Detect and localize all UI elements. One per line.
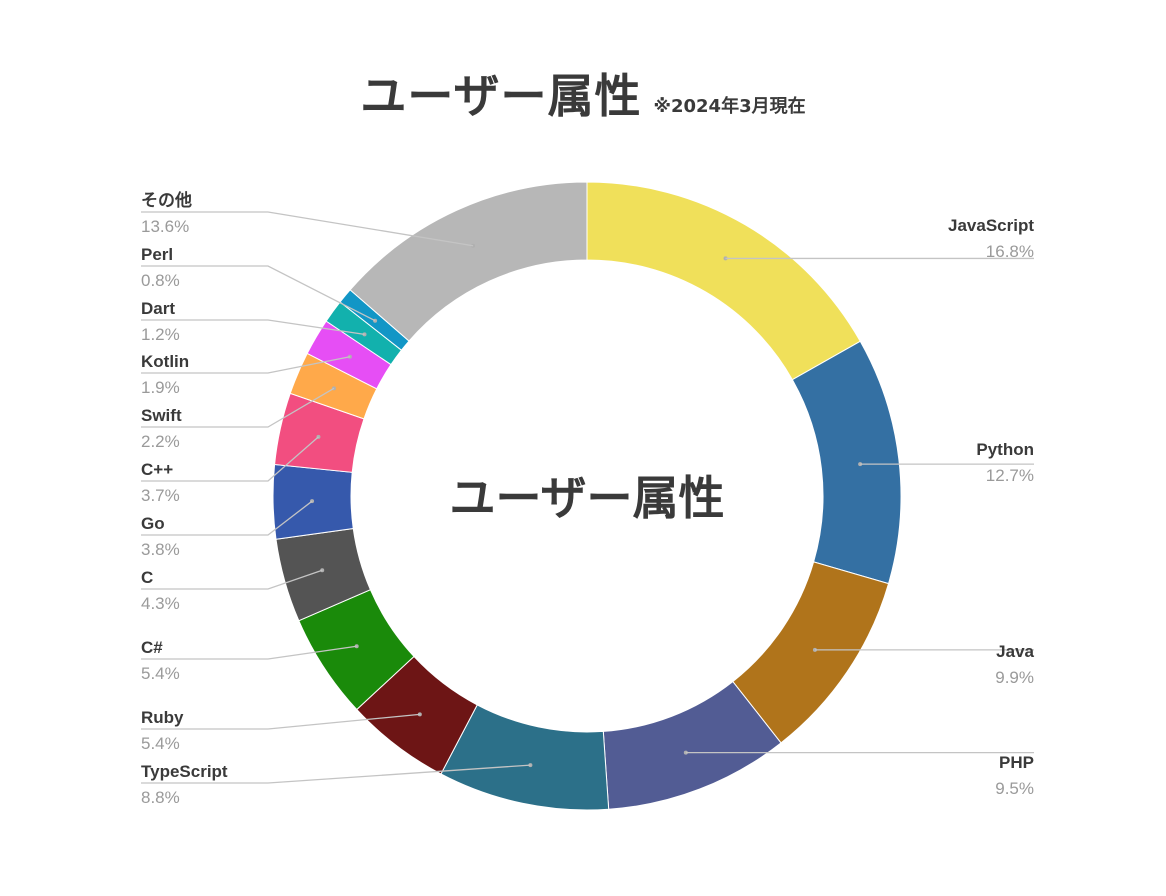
label-value-java: 9.9% [995, 668, 1034, 687]
label-value-perl: 0.8% [141, 271, 180, 290]
label-value-cpp: 3.7% [141, 486, 180, 505]
label-name-go: Go [141, 514, 165, 533]
label-value-javascript: 16.8% [986, 242, 1034, 261]
label-name-java: Java [996, 642, 1034, 661]
label-name-ruby: Ruby [141, 708, 184, 727]
label-name-javascript: JavaScript [948, 216, 1034, 235]
label-name-dart: Dart [141, 299, 175, 318]
chart-title: ユーザー属性 [360, 69, 642, 123]
label-name-python: Python [976, 440, 1034, 459]
slice-python [791, 340, 902, 585]
leader-line-c [141, 569, 323, 590]
chart-title-block: ユーザー属性 ※2024年3月現在 [0, 60, 1166, 126]
label-value-c: 4.3% [141, 594, 180, 613]
leader-line-cpp [141, 436, 319, 482]
label-value-swift: 2.2% [141, 432, 180, 451]
leader-line-other [141, 211, 474, 247]
center-label: ユーザー属性 [449, 471, 724, 525]
label-value-other: 13.6% [141, 217, 189, 236]
leader-line-swift [141, 387, 335, 428]
slice-javascript [586, 181, 861, 381]
leader-line-go [141, 500, 313, 536]
label-name-kotlin: Kotlin [141, 352, 189, 371]
label-name-csharp: C# [141, 638, 163, 657]
leader-line-typescript [141, 764, 531, 784]
label-name-swift: Swift [141, 406, 182, 425]
label-value-csharp: 5.4% [141, 664, 180, 683]
label-name-php: PHP [999, 753, 1034, 772]
label-name-cpp: C++ [141, 460, 173, 479]
slice-other [349, 181, 588, 342]
label-name-typescript: TypeScript [141, 762, 228, 781]
chart-subtitle: ※2024年3月現在 [653, 96, 806, 117]
label-value-typescript: 8.8% [141, 788, 180, 807]
label-value-ruby: 5.4% [141, 734, 180, 753]
leader-line-kotlin [141, 356, 350, 374]
leader-line-ruby [141, 713, 420, 730]
label-value-go: 3.8% [141, 540, 180, 559]
leader-line-dart [141, 319, 365, 336]
leader-lines-group [141, 211, 1034, 784]
label-value-php: 9.5% [995, 779, 1034, 798]
labels-group: JavaScript 16.8% Python 12.7% Java 9.9% PHP 9.5… [141, 190, 1035, 807]
label-value-kotlin: 1.9% [141, 378, 180, 397]
label-value-dart: 1.2% [141, 325, 180, 344]
label-name-other: その他 [141, 190, 192, 210]
label-name-c: C [141, 568, 153, 587]
label-value-python: 12.7% [986, 466, 1034, 485]
leader-line-csharp [141, 645, 357, 660]
label-name-perl: Perl [141, 245, 173, 264]
leader-line-perl [141, 265, 376, 322]
